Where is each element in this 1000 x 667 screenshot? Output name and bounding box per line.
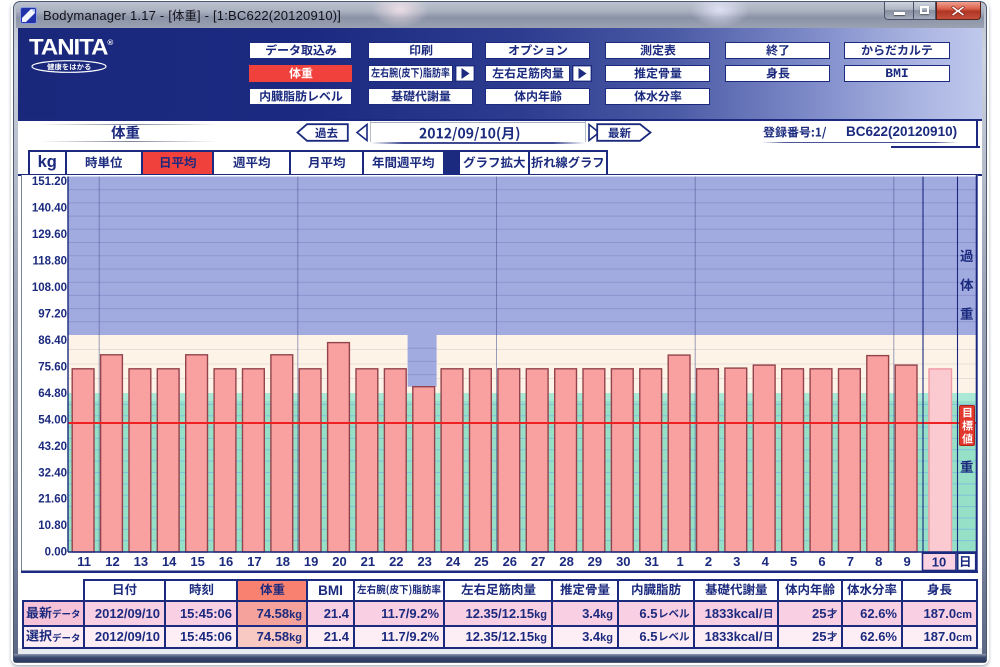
svg-text:22: 22 — [389, 554, 403, 569]
svg-text:5: 5 — [790, 554, 797, 569]
svg-text:15: 15 — [190, 554, 204, 569]
svg-text:3: 3 — [733, 554, 740, 569]
svg-text:118.80: 118.80 — [32, 255, 67, 267]
svg-text:2: 2 — [705, 554, 712, 569]
svg-text:31: 31 — [644, 554, 658, 569]
svg-text:25: 25 — [474, 554, 488, 569]
svg-text:75.60: 75.60 — [38, 361, 67, 373]
svg-text:54.00: 54.00 — [38, 414, 67, 426]
svg-text:17: 17 — [247, 554, 261, 569]
svg-text:28: 28 — [559, 554, 573, 569]
svg-text:24: 24 — [446, 554, 461, 569]
svg-text:1: 1 — [676, 554, 683, 569]
svg-text:9: 9 — [903, 554, 910, 569]
svg-text:10.80: 10.80 — [38, 520, 67, 532]
svg-text:21.60: 21.60 — [38, 494, 67, 506]
svg-text:21: 21 — [361, 554, 375, 569]
svg-text:23: 23 — [417, 554, 431, 569]
svg-text:140.40: 140.40 — [32, 203, 67, 215]
svg-text:12: 12 — [105, 554, 119, 569]
svg-text:16: 16 — [219, 554, 233, 569]
svg-text:32.40: 32.40 — [38, 467, 67, 479]
svg-text:0.00: 0.00 — [45, 547, 67, 559]
svg-text:18: 18 — [276, 554, 290, 569]
svg-text:97.20: 97.20 — [38, 308, 67, 320]
svg-text:151.20: 151.20 — [32, 176, 67, 188]
svg-text:19: 19 — [304, 554, 318, 569]
svg-text:30: 30 — [616, 554, 630, 569]
svg-text:10: 10 — [932, 555, 946, 570]
svg-text:43.20: 43.20 — [38, 441, 67, 453]
svg-text:6: 6 — [818, 554, 825, 569]
svg-text:8: 8 — [875, 554, 882, 569]
svg-text:20: 20 — [332, 554, 346, 569]
svg-text:129.60: 129.60 — [32, 229, 67, 241]
svg-text:64.80: 64.80 — [38, 388, 67, 400]
svg-text:11: 11 — [77, 554, 91, 569]
svg-text:29: 29 — [588, 554, 602, 569]
svg-text:26: 26 — [503, 554, 517, 569]
svg-text:108.00: 108.00 — [32, 282, 67, 294]
svg-text:4: 4 — [762, 554, 770, 569]
svg-text:13: 13 — [134, 554, 148, 569]
svg-text:27: 27 — [531, 554, 545, 569]
svg-text:7: 7 — [847, 554, 854, 569]
svg-text:14: 14 — [162, 554, 177, 569]
svg-text:86.40: 86.40 — [38, 335, 67, 347]
